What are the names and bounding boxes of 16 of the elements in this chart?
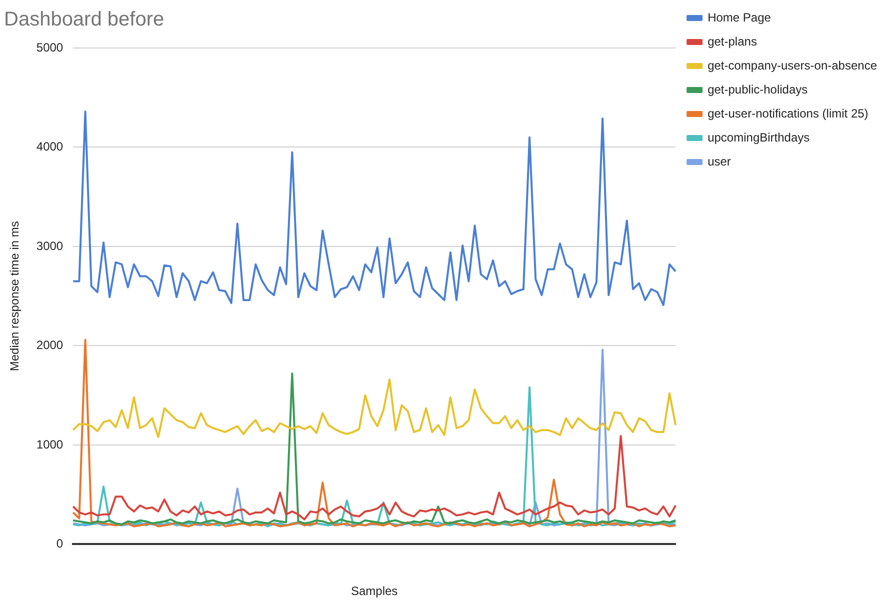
legend-label: upcomingBirthdays (708, 130, 810, 144)
legend-label: get-plans (708, 34, 757, 48)
legend-label: get-public-holidays (708, 82, 808, 96)
chart-title: Dashboard before (4, 8, 164, 31)
legend-label: Home Page (708, 10, 772, 24)
legend-label: user (708, 154, 731, 168)
y-tick-label: 4000 (36, 140, 64, 154)
y-axis-title: Median response time in ms (8, 221, 22, 372)
y-tick-label: 1000 (36, 437, 64, 452)
x-axis-title: Samples (350, 584, 398, 598)
legend-label: get-company-users-on-absence (708, 58, 878, 72)
y-tick-label: 5000 (36, 40, 64, 54)
y-tick-label: 2000 (36, 338, 64, 352)
legend-label: get-user-notifications (limit 25) (708, 106, 868, 120)
y-tick-label: 3000 (36, 238, 64, 253)
y-tick-label: 0 (56, 536, 64, 551)
